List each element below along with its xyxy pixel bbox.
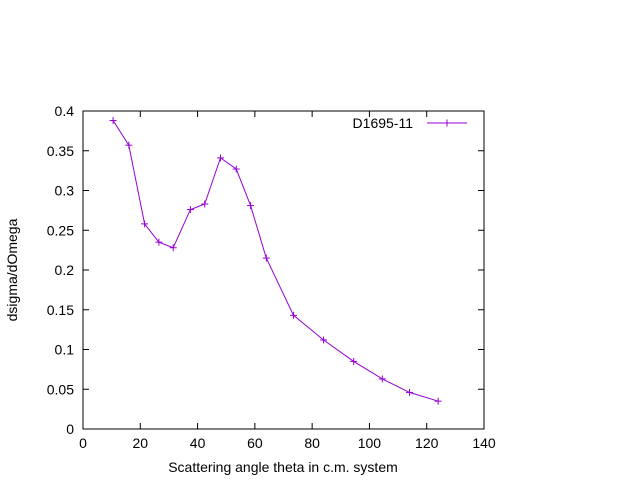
data-point — [155, 238, 163, 246]
data-point — [232, 165, 240, 173]
data-point — [169, 244, 177, 252]
data-point — [141, 220, 149, 228]
x-tick-label: 80 — [304, 435, 320, 451]
data-point — [378, 375, 386, 383]
x-axis-label: Scattering angle theta in c.m. system — [168, 459, 398, 475]
x-tick-label: 20 — [132, 435, 148, 451]
series-line — [112, 120, 439, 402]
x-tick-label: 60 — [247, 435, 263, 451]
plot-frame — [82, 110, 485, 430]
data-point — [247, 202, 255, 210]
y-tick-label: 0.15 — [47, 302, 74, 318]
x-tick-label: 40 — [190, 435, 206, 451]
x-tick-label: 0 — [79, 435, 87, 451]
y-axis-label: dsigma/dOmega — [4, 218, 20, 321]
x-tick-label: 120 — [415, 435, 439, 451]
y-tick-label: 0.05 — [47, 381, 74, 397]
x-tick-label: 100 — [358, 435, 382, 451]
plot-border — [82, 110, 485, 430]
y-tick-label: 0 — [66, 421, 74, 437]
y-tick-label: 0.35 — [47, 143, 74, 159]
data-point — [216, 154, 224, 162]
data-point — [125, 141, 133, 149]
y-axis: 0 0.05 0.1 0.15 0.2 0.25 0.3 0.35 0.4 — [47, 103, 484, 437]
x-tick-label: 140 — [472, 435, 496, 451]
data-point — [109, 117, 117, 125]
data-point — [434, 397, 442, 405]
y-tick-label: 0.1 — [55, 342, 75, 358]
data-point — [320, 336, 328, 344]
x-axis: 0 20 40 60 80 100 120 140 — [79, 111, 496, 451]
legend-label: D1695-11 — [353, 115, 414, 131]
y-tick-label: 0.25 — [47, 222, 74, 238]
y-tick-label: 0.4 — [55, 103, 75, 119]
data-point — [262, 254, 270, 262]
legend: D1695-11 — [353, 115, 467, 131]
data-point — [201, 200, 209, 208]
y-tick-label: 0.3 — [55, 183, 75, 199]
data-point — [406, 388, 414, 396]
y-tick-label: 0.2 — [55, 262, 75, 278]
data-point — [186, 206, 194, 214]
data-point — [350, 357, 358, 365]
data-point — [290, 311, 298, 319]
series-layer — [109, 117, 442, 405]
